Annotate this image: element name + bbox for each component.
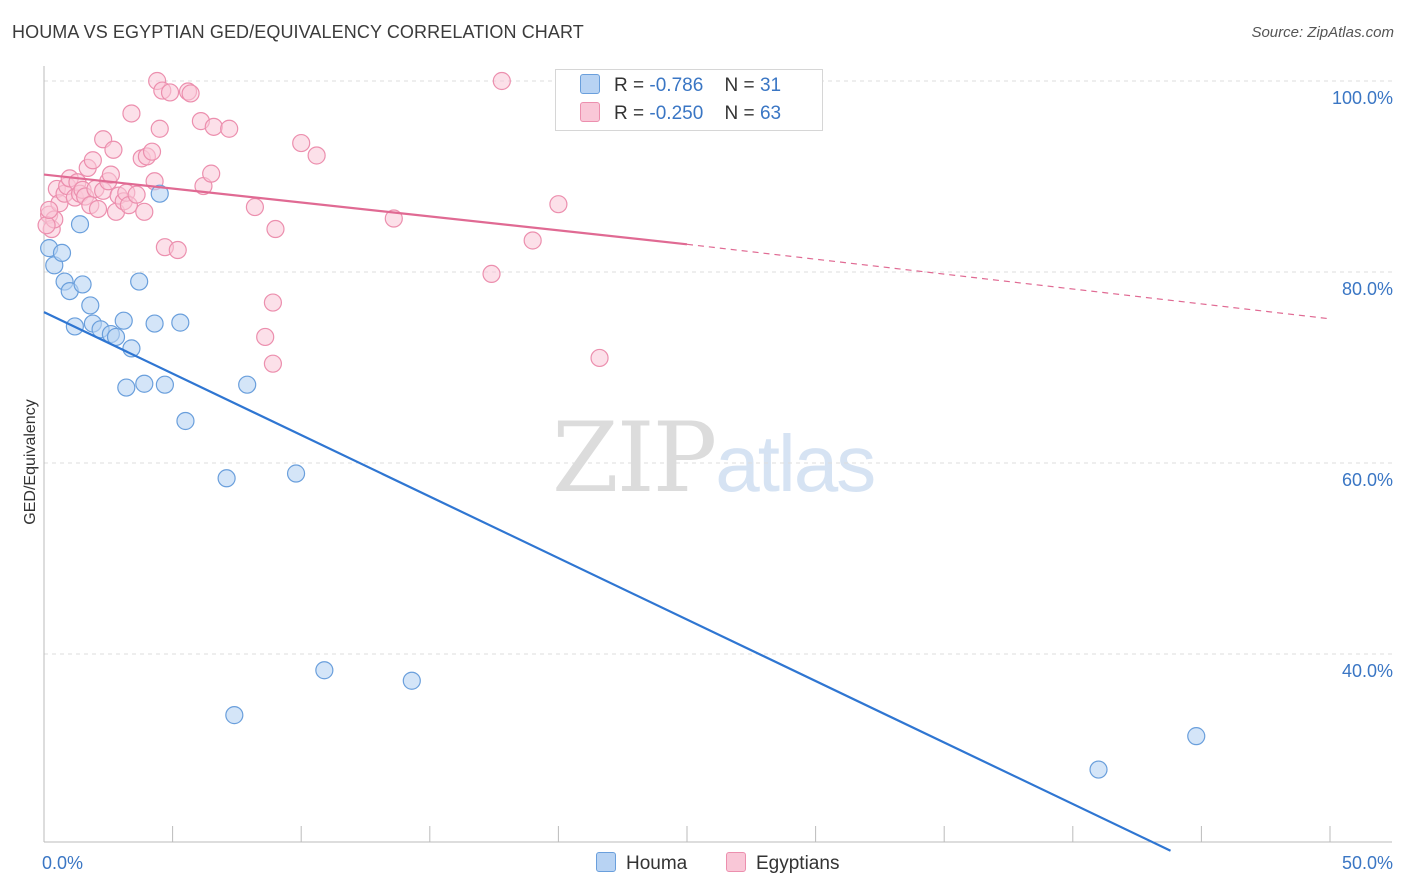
houma-points — [40, 184, 1206, 779]
egyptians-n-label: N = — [724, 103, 755, 124]
houma-point-25 — [225, 706, 244, 725]
egyptians-point-51 — [263, 293, 283, 312]
egyptians-legend-label: Egyptians — [756, 853, 840, 874]
series-legend-egyptians: Egyptians — [726, 852, 839, 875]
egyptians-point-45 — [202, 164, 221, 183]
houma-point-29 — [1089, 760, 1108, 779]
houma-swatch — [580, 74, 600, 94]
houma-legend-label: Houma — [626, 853, 688, 874]
egyptians-point-54 — [307, 146, 326, 165]
houma-point-13 — [114, 311, 133, 330]
houma-point-28 — [402, 671, 421, 690]
x-tick-label-0: 0.0% — [42, 853, 83, 873]
houma-point-14 — [117, 378, 136, 397]
houma-point-8 — [81, 296, 100, 315]
houma-r-label: R = — [614, 75, 645, 96]
trend-layer — [43, 173, 1331, 852]
x-tick-label-1: 50.0% — [1342, 853, 1393, 873]
egyptians-trend-line — [43, 173, 688, 246]
label-layer: 100.0% 80.0% 60.0% 40.0% 0.0% 50.0% GED/Equiva… — [22, 88, 1393, 873]
egyptians-point-62 — [40, 200, 59, 220]
y-axis-title: GED/Equivalency — [22, 399, 39, 524]
houma-point-27 — [315, 661, 334, 680]
egyptians-r-value: -0.250 — [649, 103, 704, 124]
egyptians-point-35 — [150, 119, 169, 138]
egyptians-point-61 — [37, 216, 56, 235]
egyptians-point-17 — [88, 199, 108, 219]
houma-point-23 — [217, 469, 236, 488]
houma-trend-line — [43, 311, 1172, 852]
egyptians-point-31 — [135, 202, 154, 221]
egyptians-point-33 — [142, 142, 162, 161]
egyptians-trend-extension — [686, 243, 1331, 320]
series-legend-houma: Houma — [596, 852, 687, 875]
houma-point-26 — [286, 464, 306, 483]
egyptians-swatch — [580, 102, 600, 122]
egyptians-point-49 — [256, 327, 275, 347]
y-tick-label-1: 80.0% — [1342, 279, 1393, 299]
grid-layer — [44, 80, 1392, 655]
houma-legend-swatch — [596, 852, 616, 872]
source-label: Source: ZipAtlas.com — [1251, 24, 1394, 41]
egyptians-point-60 — [590, 348, 609, 368]
egyptians-point-22 — [104, 140, 123, 159]
houma-point-24 — [238, 375, 257, 394]
egyptians-point-56 — [482, 264, 501, 284]
houma-point-20 — [155, 375, 174, 394]
series-legend: Houma Egyptians — [0, 852, 1406, 878]
correlation-legend: R = -0.786 N = 31 R = -0.250 N = 63 — [555, 69, 823, 131]
egyptians-point-57 — [492, 71, 511, 91]
egyptians-point-29 — [127, 185, 146, 204]
houma-n-value: 31 — [759, 75, 782, 96]
egyptians-point-21 — [101, 165, 120, 184]
egyptians-r-label: R = — [614, 103, 645, 124]
egyptians-point-42 — [181, 84, 200, 103]
egyptians-point-15 — [83, 151, 102, 170]
y-tick-label-3: 40.0% — [1342, 661, 1393, 681]
egyptians-legend-swatch — [726, 852, 746, 872]
houma-point-22 — [176, 411, 195, 431]
houma-point-7 — [73, 275, 92, 294]
egyptians-point-28 — [122, 104, 141, 123]
egyptians-point-40 — [168, 240, 187, 260]
houma-r-value: -0.786 — [649, 75, 704, 96]
axis-layer — [43, 66, 1392, 843]
egyptians-point-58 — [523, 231, 542, 250]
egyptians-point-47 — [220, 119, 239, 138]
houma-point-19 — [150, 184, 169, 203]
egyptians-point-55 — [384, 209, 403, 228]
legend-row-egyptians: R = -0.250 N = 63 — [580, 102, 781, 126]
watermark: ZIPatlas — [552, 402, 876, 514]
egyptians-point-50 — [263, 354, 283, 373]
egyptians-point-39 — [160, 83, 180, 102]
houma-point-21 — [171, 313, 190, 332]
egyptians-n-value: 63 — [759, 103, 782, 124]
houma-point-17 — [135, 374, 154, 393]
egyptians-point-46 — [204, 117, 223, 136]
egyptians-points — [37, 71, 609, 373]
houma-point-30 — [1187, 727, 1206, 746]
houma-point-16 — [130, 272, 149, 291]
watermark-zip: ZIP — [552, 402, 717, 514]
legend-row-houma: R = -0.786 N = 31 — [580, 74, 781, 98]
chart-title: HOUMA VS EGYPTIAN GED/EQUIVALENCY CORREL… — [12, 22, 584, 42]
egyptians-point-53 — [292, 133, 311, 153]
y-tick-label-2: 60.0% — [1342, 470, 1393, 490]
egyptians-point-52 — [266, 219, 285, 239]
houma-n-label: N = — [724, 75, 755, 96]
egyptians-point-59 — [549, 195, 568, 214]
egyptians-point-48 — [245, 197, 265, 217]
houma-point-2 — [52, 243, 72, 262]
houma-point-18 — [145, 314, 164, 333]
houma-point-6 — [70, 215, 90, 234]
y-tick-label-0: 100.0% — [1332, 88, 1393, 108]
